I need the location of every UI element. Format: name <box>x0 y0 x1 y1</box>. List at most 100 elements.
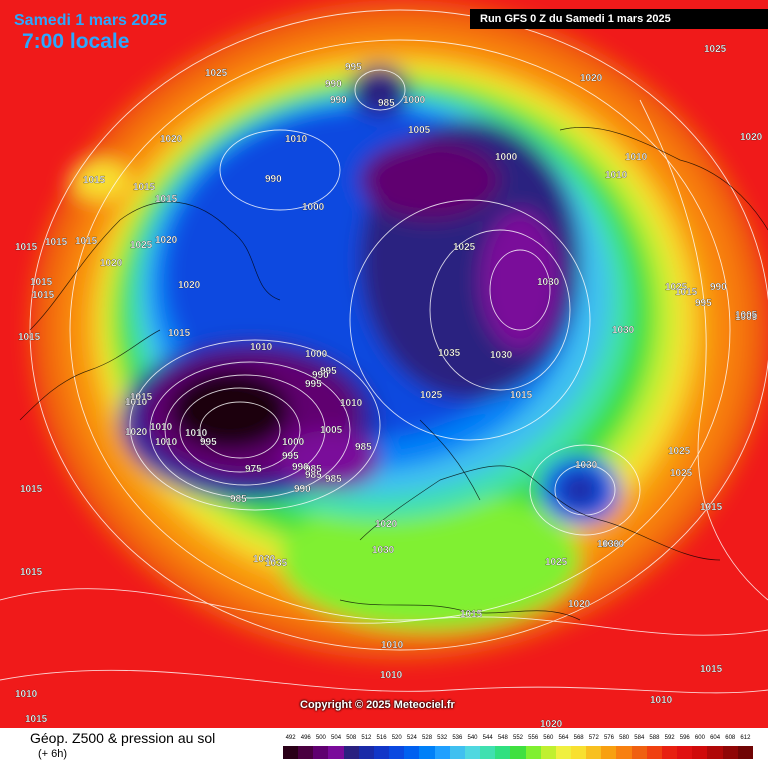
pressure-label: 1015 <box>20 484 43 495</box>
scale-swatch <box>555 746 571 759</box>
scale-label: 528 <box>422 735 433 741</box>
pressure-label: 1010 <box>650 695 673 706</box>
scale-swatch <box>313 746 329 759</box>
pressure-label: 1015 <box>510 390 533 401</box>
forecast-time: 7:00 locale <box>22 30 130 53</box>
scale-swatch <box>464 746 481 759</box>
pressure-label: 1030 <box>575 460 598 471</box>
pressure-label: 1035 <box>438 348 461 359</box>
pressure-label: 1015 <box>130 392 153 403</box>
pressure-label: 1020 <box>568 599 591 610</box>
pressure-label: 1005 <box>735 310 758 321</box>
pressure-label: 1010 <box>185 428 208 439</box>
color-scale <box>283 746 753 759</box>
scale-swatch <box>419 746 435 759</box>
pressure-label: 1015 <box>460 609 483 620</box>
pressure-label: 995 <box>695 298 712 309</box>
scale-label: 512 <box>361 735 372 741</box>
pressure-label: 1025 <box>130 240 153 251</box>
pressure-label: 1015 <box>45 237 68 248</box>
scale-label: 588 <box>649 735 660 741</box>
header-left: Samedi 1 mars 2025 7:00 locale <box>14 12 167 54</box>
pressure-label: 1005 <box>320 425 343 436</box>
pressure-label: 1010 <box>381 640 404 651</box>
pressure-label: 1015 <box>32 290 55 301</box>
scale-label: 532 <box>437 735 448 741</box>
pressure-label: 1030 <box>253 554 276 565</box>
map-subtitle: (+ 6h) <box>38 748 68 760</box>
pressure-label: 1025 <box>545 557 568 568</box>
scale-swatch <box>661 746 678 759</box>
pressure-label: 1010 <box>625 152 648 163</box>
pressure-label: 990 <box>312 370 329 381</box>
pressure-label: 1015 <box>15 242 38 253</box>
pressure-label: 1010 <box>150 422 173 433</box>
pressure-label: 995 <box>282 451 299 462</box>
pressure-label: 1015 <box>75 236 98 247</box>
scale-swatch <box>434 746 450 759</box>
pressure-label: 1005 <box>408 125 431 136</box>
pressure-label: 1030 <box>372 545 395 556</box>
pressure-label: 1015 <box>700 502 723 513</box>
pressure-label: 1030 <box>597 539 620 550</box>
pressure-label: 1025 <box>205 68 228 79</box>
pressure-label: 995 <box>320 366 337 377</box>
pressure-label: 1000 <box>305 349 328 360</box>
pressure-label: 1020 <box>155 235 178 246</box>
pressure-label: 1030 <box>602 539 625 550</box>
pressure-label: 1015 <box>83 175 106 186</box>
scale-label: 576 <box>603 735 614 741</box>
scale-swatch <box>343 746 359 759</box>
scale-swatch <box>389 746 405 759</box>
pressure-label: 1025 <box>420 390 443 401</box>
scale-label: 560 <box>543 735 554 741</box>
scale-swatch <box>328 746 344 759</box>
scale-swatch <box>480 746 496 759</box>
pressure-label: 1025 <box>453 242 476 253</box>
forecast-date: Samedi 1 mars 2025 <box>14 12 167 29</box>
scale-swatch <box>677 746 693 759</box>
pressure-label: 1000 <box>282 437 305 448</box>
pressure-label: 1030 <box>612 325 635 336</box>
pressure-label: 1015 <box>30 277 53 288</box>
scale-swatch <box>601 746 617 759</box>
scale-label: 592 <box>664 735 675 741</box>
scale-swatch <box>692 746 708 759</box>
scale-label: 500 <box>315 735 326 741</box>
footer: Géop. Z500 & pression au sol (+ 6h) 492 4… <box>0 728 768 768</box>
scale-label: 524 <box>406 735 417 741</box>
pressure-label: 1005 <box>735 312 758 323</box>
pressure-label: 995 <box>200 437 217 448</box>
pressure-label: 985 <box>378 98 395 109</box>
pressure-label: 1015 <box>25 714 48 725</box>
pressure-label: 1020 <box>540 719 563 728</box>
scale-label: 540 <box>467 735 478 741</box>
pressure-label: 1020 <box>100 258 123 269</box>
pressure-label: 1015 <box>675 287 698 298</box>
scale-label: 556 <box>528 735 539 741</box>
pressure-label: 1000 <box>403 95 426 106</box>
pressure-label: 1010 <box>125 397 148 408</box>
pressure-label: 1030 <box>537 277 560 288</box>
pressure-label: 1010 <box>250 342 273 353</box>
scale-label: 568 <box>573 735 584 741</box>
scale-label: 596 <box>679 735 690 741</box>
scale-label: 504 <box>331 735 342 741</box>
scale-swatch <box>283 746 299 759</box>
pressure-label: 1010 <box>15 689 38 700</box>
scale-label: 612 <box>740 735 751 741</box>
scale-label: 548 <box>497 735 508 741</box>
map-title: Géop. Z500 & pression au sol <box>30 730 216 746</box>
pressure-label: 995 <box>305 379 322 390</box>
scale-swatch <box>722 746 738 759</box>
scale-swatch <box>646 746 662 759</box>
pressure-label: 1000 <box>495 152 518 163</box>
pressure-label: 1015 <box>20 567 43 578</box>
pressure-label: 990 <box>265 174 282 185</box>
pressure-label: 990 <box>325 79 342 90</box>
scale-swatch <box>616 746 632 759</box>
scale-swatch <box>586 746 602 759</box>
scale-swatch <box>631 746 647 759</box>
